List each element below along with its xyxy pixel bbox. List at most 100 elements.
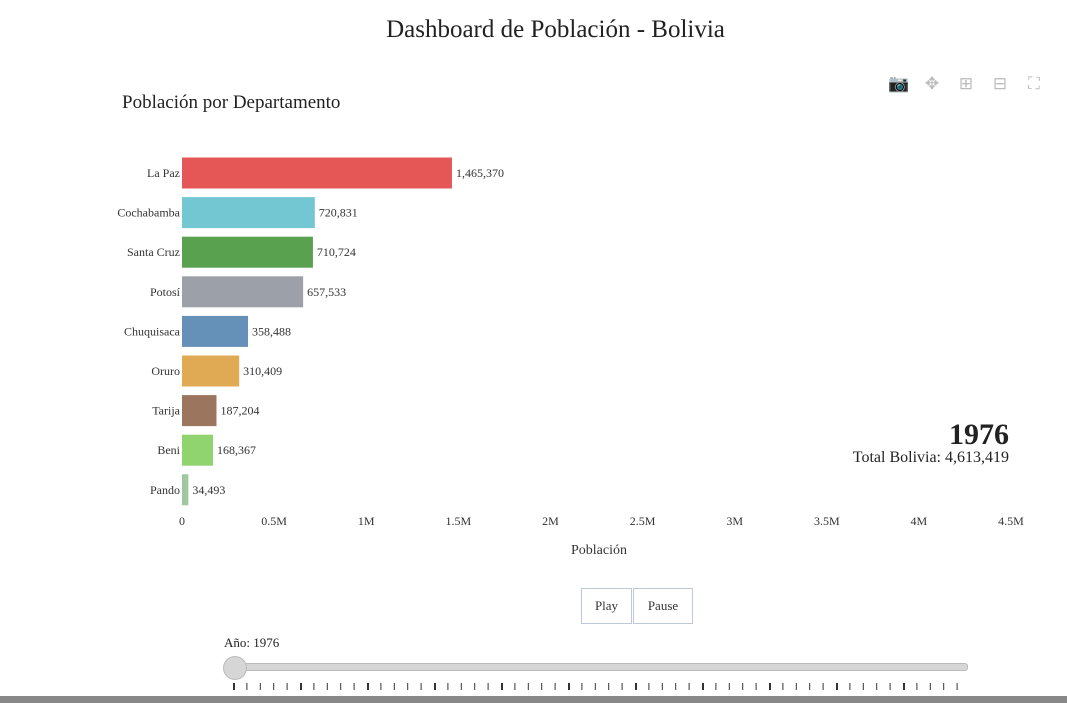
slider-tick [635, 683, 637, 690]
slider-tick [648, 683, 650, 690]
slider-ticks [233, 683, 958, 690]
bar-chart: La Paz 1,465,370 Cochabamba 720,831 Santa Cr… [117, 157, 1024, 558]
total-annotation: Total Bolivia: 4,613,419 [852, 449, 1009, 466]
slider-tick [755, 683, 757, 690]
bar [182, 236, 313, 268]
slider-tick [514, 683, 516, 690]
data-label: 358,488 [252, 324, 291, 338]
chart-title: Población por Departamento [122, 92, 341, 113]
data-label: 34,493 [192, 483, 225, 497]
bar [182, 474, 189, 506]
y-tick-label: Cochabamba [117, 206, 180, 220]
zoom-out-icon[interactable]: ⊟ [992, 74, 1008, 93]
bar [182, 197, 315, 229]
x-tick-label: 4M [911, 514, 928, 528]
slider-tick [621, 683, 623, 690]
autoscale-icon[interactable]: ⛶ [1028, 74, 1040, 93]
slider-tick [300, 683, 302, 690]
slider-tick [742, 683, 744, 690]
y-tick-label: Pando [150, 483, 180, 497]
y-tick-label: Santa Cruz [127, 245, 180, 259]
slider-tick [501, 683, 503, 690]
slider-tick [836, 683, 838, 690]
slider-tick [822, 683, 824, 690]
slider-tick [313, 683, 315, 690]
slider-label: Año: 1976 [224, 635, 280, 650]
slider-tick [233, 683, 235, 690]
slider-tick [581, 683, 583, 690]
y-tick-label: Tarija [152, 404, 180, 418]
bar [182, 355, 240, 387]
slider-tick [273, 683, 275, 690]
slider-tick [661, 683, 663, 690]
bar [182, 157, 452, 189]
pan-icon[interactable]: ✥ [924, 74, 940, 93]
x-tick-label: 1.5M [445, 514, 471, 528]
x-tick-label: 0 [179, 514, 185, 528]
modebar: 📷 ✥ ⊞ ⊟ ⛶ [888, 74, 1044, 94]
slider-tick [326, 683, 328, 690]
slider-tick [367, 683, 369, 690]
slider-tick [956, 683, 958, 690]
slider-tick [407, 683, 409, 690]
slider-tick [434, 683, 436, 690]
year-annotation: 1976 [949, 418, 1009, 451]
slider-tick [929, 683, 931, 690]
camera-icon[interactable]: 📷 [888, 74, 910, 93]
data-label: 1,465,370 [456, 166, 504, 180]
y-tick-label: Chuquisaca [124, 324, 181, 338]
slider-tick [728, 683, 730, 690]
slider-tick [795, 683, 797, 690]
slider-tick [474, 683, 476, 690]
page-title: Dashboard de Población - Bolivia [386, 16, 725, 43]
slider-tick [487, 683, 489, 690]
x-tick-label: 0.5M [261, 514, 287, 528]
slider-tick [259, 683, 261, 690]
year-slider-handle[interactable] [223, 656, 247, 680]
pause-button[interactable]: Pause [633, 588, 693, 624]
slider-tick [782, 683, 784, 690]
slider-tick [554, 683, 556, 690]
bar [182, 434, 214, 466]
x-tick-label: 2M [542, 514, 559, 528]
data-label: 187,204 [220, 404, 259, 418]
data-label: 310,409 [243, 364, 282, 378]
x-tick-label: 3.5M [814, 514, 840, 528]
slider-tick [447, 683, 449, 690]
slider-tick [246, 683, 248, 690]
bar [182, 276, 304, 308]
bar [182, 315, 249, 347]
data-label: 710,724 [317, 245, 356, 259]
slider-tick [876, 683, 878, 690]
bar [182, 395, 217, 427]
slider-tick [380, 683, 382, 690]
y-tick-label: La Paz [147, 166, 180, 180]
slider-tick [688, 683, 690, 690]
slider-tick [527, 683, 529, 690]
slider-tick [809, 683, 811, 690]
play-button[interactable]: Play [581, 588, 632, 624]
slider-tick [889, 683, 891, 690]
slider-tick [916, 683, 918, 690]
slider-tick [353, 683, 355, 690]
x-tick-label: 4.5M [998, 514, 1024, 528]
slider-tick [943, 683, 945, 690]
y-tick-label: Oruro [151, 364, 180, 378]
slider-tick [420, 683, 422, 690]
x-axis-label: Población [571, 543, 627, 558]
y-tick-label: Beni [157, 443, 180, 457]
horizontal-scrollbar[interactable] [0, 696, 1067, 703]
year-slider-track[interactable] [226, 663, 968, 671]
zoom-in-icon[interactable]: ⊞ [958, 74, 974, 93]
slider-tick [393, 683, 395, 690]
slider-tick [608, 683, 610, 690]
data-label: 168,367 [217, 443, 256, 457]
slider-tick [340, 683, 342, 690]
slider-tick [849, 683, 851, 690]
y-tick-label: Potosí [150, 285, 181, 299]
slider-tick [541, 683, 543, 690]
x-tick-label: 2.5M [630, 514, 656, 528]
slider-tick [903, 683, 905, 690]
data-label: 720,831 [319, 206, 358, 220]
slider-tick [594, 683, 596, 690]
